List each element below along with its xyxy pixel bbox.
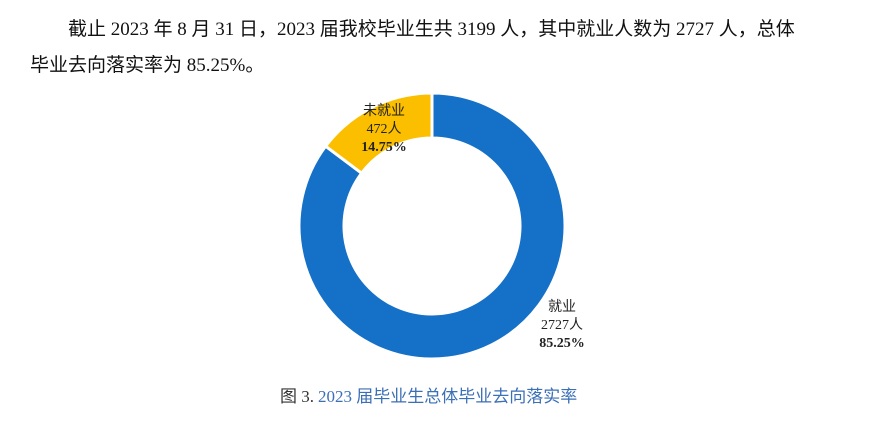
slice-label: 未就业 [363,103,405,119]
value-label: 85.25% [539,336,585,351]
caption-text: 2023 届毕业生总体毕业去向落实率 [318,387,577,406]
value-label: 14.75% [361,140,407,155]
count-label: 2727人 [541,317,583,333]
paragraph-line: 毕业去向落实率为 85.25%。 [30,55,265,76]
paragraph: 截止 2023 年 8 月 31 日，2023 届我校毕业生共 3199 人，其… [30,12,870,84]
slice [297,91,567,361]
caption-prefix: 图 3. [280,387,314,406]
paragraph-line: 截止 2023 年 8 月 31 日，2023 届我校毕业生共 3199 人，其… [68,19,795,40]
count-label: 472人 [367,121,402,137]
slice [323,91,434,176]
slice-label: 就业 [548,299,576,315]
